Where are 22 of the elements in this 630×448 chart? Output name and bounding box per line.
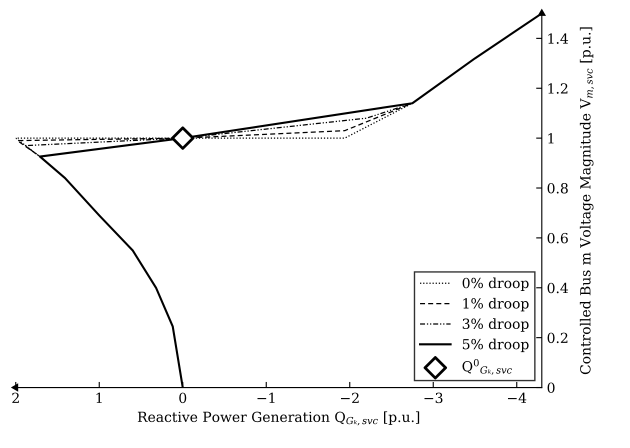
y-tick-label: 0.8 [548,182,568,194]
x-tick-label: 1 [96,392,102,403]
y-tick-label: 1 [548,133,554,144]
y-axis-title: Controlled Bus m Voltage Magnitude V$_{m,svc}$ [p.u.] [580,27,594,374]
x-tick-label: −4 [508,392,526,403]
legend-label: 0% droop [462,278,529,291]
y-tick-label: 0 [548,382,555,393]
y-tick-label: 1.2 [548,83,568,94]
legend-label: 3% droop [462,318,529,332]
y-tick-label: 0.2 [548,332,568,344]
legend-label: 5% droop [462,338,529,352]
legend-label: Q$^{0}$$_{Gₖ,svc}$ [462,359,512,375]
y-tick-label: 0.6 [548,232,568,244]
x-tick-label: −2 [340,392,359,403]
x-tick-label: −3 [424,392,442,404]
x-tick-label: 0 [179,392,186,404]
y-tick-label: 1.4 [548,33,568,44]
x-tick-label: −1 [257,392,275,403]
x-axis-title: Reactive Power Generation Q$_{Gₖ,svc}$ [p.u.] [138,411,420,426]
x-tick-label: 2 [12,392,19,403]
legend-label: 1% droop [463,298,529,312]
y-tick-label: 0.4 [548,282,568,294]
